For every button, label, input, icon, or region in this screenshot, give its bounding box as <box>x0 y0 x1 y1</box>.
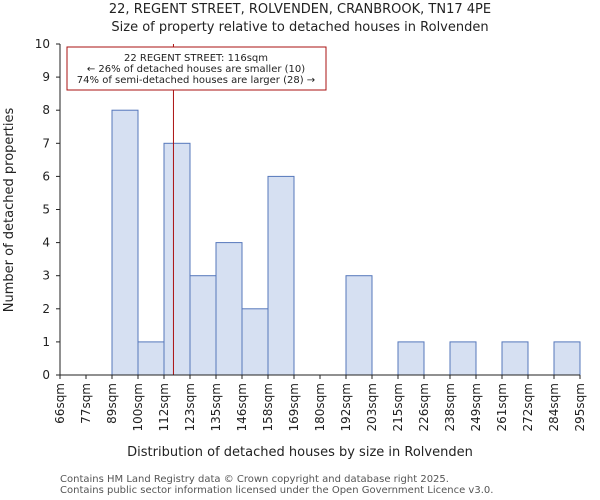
annotation-border <box>66 46 327 91</box>
x-tick-label: 180sqm <box>313 383 327 431</box>
axes-layer: 0 1 2 3 4 5 6 7 8 9 10 66sqm 77sqm 89sqm 100sqm 112sqm… <box>35 37 587 431</box>
x-tick-label: 192sqm <box>339 383 353 431</box>
x-ticks: 66sqm 77sqm 89sqm 100sqm 112sqm 123sqm 135sqm 1… <box>53 375 587 431</box>
x-tick-label: 123sqm <box>183 383 197 431</box>
y-tick-label: 7 <box>42 136 50 150</box>
y-tick-label: 2 <box>42 302 50 316</box>
footer-line-2: Contains public sector information licen… <box>60 485 493 496</box>
bar-123sqm <box>189 275 217 376</box>
bar-261sqm <box>501 341 529 376</box>
y-tick-label: 1 <box>42 335 50 349</box>
bar-112sqm <box>163 142 191 376</box>
footer-line-1: Contains HM Land Registry data © Crown c… <box>60 474 449 485</box>
x-tick-label: 158sqm <box>261 383 275 431</box>
annotation-line-2: ← 26% of detached houses are smaller (10… <box>87 64 305 75</box>
x-tick-label: 226sqm <box>417 383 431 431</box>
x-tick-label: 77sqm <box>79 383 93 424</box>
x-tick-label: 112sqm <box>157 383 171 431</box>
y-tick-label: 5 <box>42 203 50 217</box>
x-tick-label: 272sqm <box>521 383 535 431</box>
annotation-line-1: 22 REGENT STREET: 116sqm <box>124 53 268 64</box>
bar-238sqm <box>449 341 477 376</box>
bars-layer <box>111 109 581 376</box>
x-tick-label: 284sqm <box>547 383 561 431</box>
bar-89sqm <box>111 109 139 376</box>
x-tick-label: 89sqm <box>105 383 119 424</box>
y-ticks: 0 1 2 3 4 5 6 7 8 9 10 <box>35 37 60 382</box>
x-tick-label: 203sqm <box>365 383 379 431</box>
bar-146sqm <box>241 308 269 376</box>
x-tick-label: 215sqm <box>391 383 405 431</box>
x-tick-label: 169sqm <box>287 383 301 431</box>
annotation-box: 22 REGENT STREET: 116sqm ← 26% of detach… <box>66 46 327 91</box>
chart-title: 22, REGENT STREET, ROLVENDEN, CRANBROOK,… <box>109 2 491 17</box>
x-tick-label: 249sqm <box>469 383 483 431</box>
annotation-line-3: 74% of semi-detached houses are larger (… <box>77 75 315 86</box>
x-tick-label: 295sqm <box>573 383 587 431</box>
y-tick-label: 8 <box>42 103 50 117</box>
x-tick-label: 261sqm <box>495 383 509 431</box>
x-tick-label: 100sqm <box>131 383 145 431</box>
y-tick-label: 0 <box>42 368 50 382</box>
bar-192sqm <box>345 275 373 376</box>
bar-284sqm <box>553 341 581 376</box>
bar-135sqm <box>215 242 243 376</box>
chart-subtitle: Size of property relative to detached ho… <box>111 20 488 35</box>
x-tick-label: 66sqm <box>53 383 67 424</box>
y-tick-label: 10 <box>35 37 50 51</box>
y-tick-label: 6 <box>42 169 50 183</box>
bar-158sqm <box>267 175 295 376</box>
y-tick-label: 9 <box>42 70 50 84</box>
y-tick-label: 3 <box>42 269 50 283</box>
x-axis-label: Distribution of detached houses by size … <box>127 445 473 460</box>
y-tick-label: 4 <box>42 236 50 250</box>
bar-215sqm <box>397 341 425 376</box>
x-tick-label: 135sqm <box>209 383 223 431</box>
y-axis-label: Number of detached properties <box>2 108 17 313</box>
x-tick-label: 146sqm <box>235 383 249 431</box>
bar-100sqm <box>137 341 165 376</box>
x-tick-label: 238sqm <box>443 383 457 431</box>
